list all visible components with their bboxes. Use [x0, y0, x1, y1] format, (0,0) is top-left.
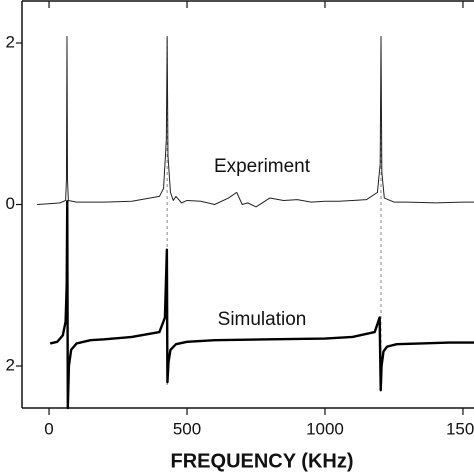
x-tick-label: 1000	[306, 419, 344, 438]
x-axis-title: FREQUENCY (KHz)	[171, 450, 354, 472]
series-line	[49, 200, 474, 410]
x-tick-label: 500	[173, 419, 201, 438]
x-tick-label: 150	[446, 419, 474, 438]
y-tick-label: 0	[6, 194, 15, 213]
y-tick-label: 2	[6, 32, 15, 51]
series-label: Experiment	[214, 156, 311, 177]
series-line	[37, 36, 474, 208]
y-tick-label: 2	[6, 355, 15, 374]
x-tick-label: 0	[44, 419, 53, 438]
series-label: Simulation	[218, 309, 307, 330]
